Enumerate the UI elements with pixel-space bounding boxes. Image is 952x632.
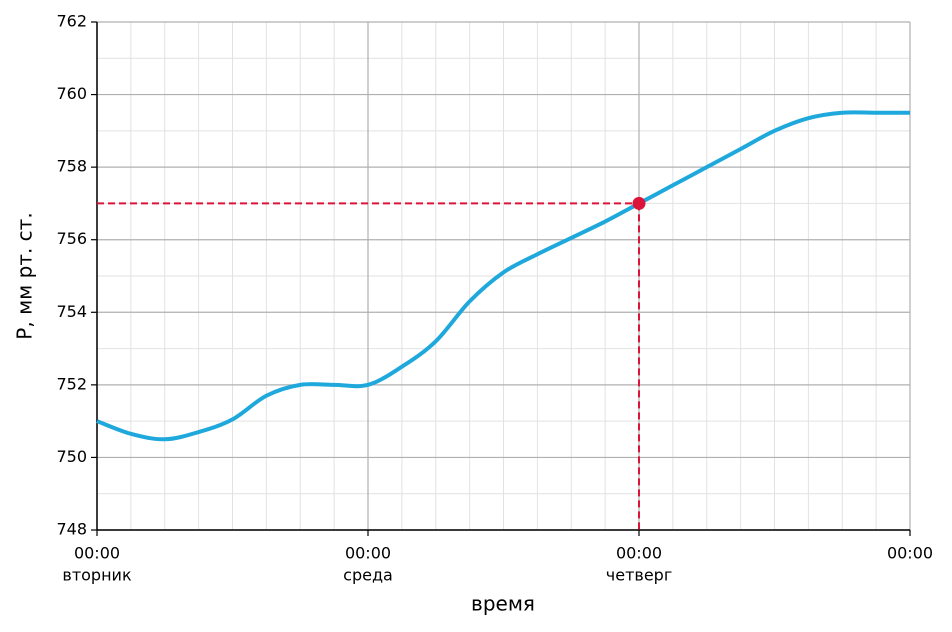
x-tick-label: 00:00 — [616, 544, 662, 563]
y-tick-label: 754 — [56, 302, 87, 321]
y-tick-label: 758 — [56, 157, 87, 176]
x-tick-label: 00:00 — [74, 544, 120, 563]
x-day-label: вторник — [62, 566, 132, 585]
x-axis-label: время — [471, 592, 535, 616]
x-tick-label: 00:00 — [887, 544, 933, 563]
y-tick-label: 752 — [56, 374, 87, 393]
x-tick-label: 00:00 — [345, 544, 391, 563]
x-day-label: четверг — [606, 566, 672, 585]
y-axis-label: P, мм рт. ст. — [13, 212, 37, 339]
marker-point — [632, 196, 646, 210]
y-tick-label: 750 — [56, 447, 87, 466]
y-tick-label: 762 — [56, 12, 87, 31]
line — [96, 110, 910, 442]
y-tick-label: 760 — [56, 84, 87, 103]
y-tick-label: 748 — [56, 520, 87, 539]
y-tick-label: 756 — [56, 229, 87, 248]
x-day-label: среда — [343, 566, 393, 585]
